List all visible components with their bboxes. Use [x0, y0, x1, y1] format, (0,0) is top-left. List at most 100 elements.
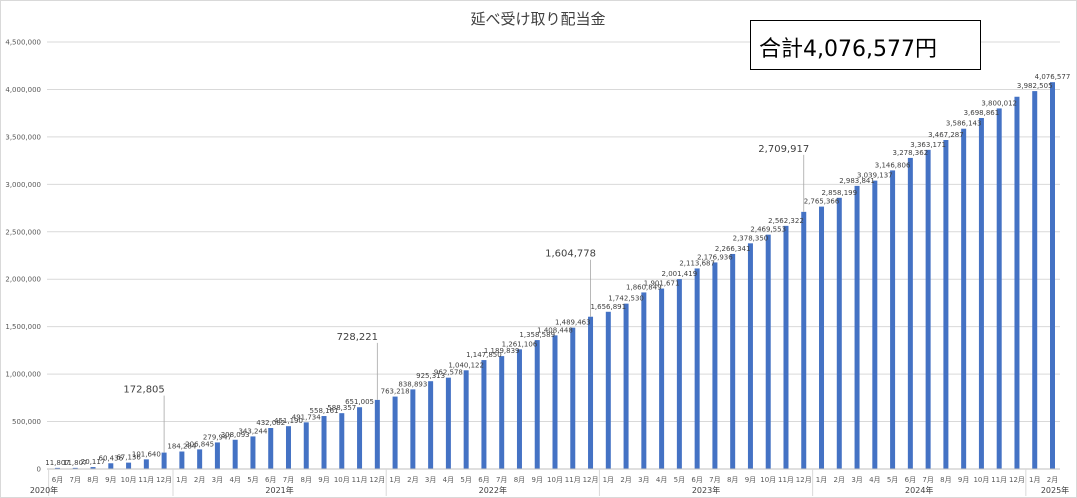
data-label: 925,313	[416, 372, 445, 380]
year-label: 2023年	[692, 485, 720, 495]
month-label: 8月	[514, 476, 525, 484]
bar	[783, 225, 789, 469]
data-label: 2,266,341	[715, 245, 751, 253]
y-tick-label: 2,000,000	[5, 276, 41, 284]
x-axis: 6月 7月 8月 9月 10月 11月 12月 1月 2月 3月 4月 5月 6月 7月 8月 9月 10月 11…	[30, 468, 1069, 496]
data-label: 2,858,199	[821, 189, 857, 197]
month-label: 8月	[301, 476, 312, 484]
month-label: 12月	[369, 476, 385, 484]
bar	[534, 340, 540, 469]
bar	[1032, 91, 1038, 469]
month-label: 7月	[709, 476, 720, 484]
month-label: 7月	[283, 476, 294, 484]
month-label: 6月	[478, 476, 489, 484]
bar	[694, 268, 700, 469]
data-label: 1,742,530	[608, 295, 644, 303]
month-label: 9月	[318, 476, 329, 484]
month-label: 2月	[194, 476, 205, 484]
month-label: 12月	[583, 476, 599, 484]
year-label: 2025年	[1041, 485, 1069, 495]
data-label: 558,161	[310, 407, 339, 415]
data-label: 3,039,137	[857, 172, 893, 180]
bar	[499, 356, 505, 469]
data-label: 728,221	[337, 332, 378, 343]
bar	[641, 292, 647, 469]
data-label: 3,363,171	[910, 141, 946, 149]
data-label: 11,807	[45, 459, 70, 467]
data-label: 763,218	[381, 388, 410, 396]
bar	[819, 206, 825, 470]
y-tick-label: 0	[37, 466, 41, 474]
data-label: 206,845	[185, 440, 214, 448]
month-label: 5月	[460, 476, 471, 484]
data-label: 1,901,671	[644, 280, 680, 288]
month-label: 10月	[973, 476, 989, 484]
month-label: 4月	[869, 476, 880, 484]
data-label: 2,001,419	[662, 270, 698, 278]
month-label: 3月	[425, 476, 436, 484]
bar	[428, 381, 434, 469]
bar	[836, 197, 842, 469]
data-label: 651,005	[345, 398, 374, 406]
bar	[214, 442, 220, 469]
bars	[55, 82, 1055, 470]
month-label: 9月	[958, 476, 969, 484]
bar	[90, 467, 96, 469]
data-label: 2,176,936	[697, 253, 733, 261]
bar	[108, 463, 114, 469]
data-label: 67,136	[116, 454, 141, 462]
month-label: 12月	[156, 476, 172, 484]
month-label: 9月	[105, 476, 116, 484]
month-label: 4月	[656, 476, 667, 484]
data-label: 2,983,841	[839, 177, 875, 185]
month-label: 11月	[138, 476, 154, 484]
bar	[410, 389, 416, 469]
month-label: 2月	[1047, 476, 1058, 484]
month-label: 6月	[905, 476, 916, 484]
bar	[890, 170, 896, 469]
y-tick-label: 3,500,000	[5, 133, 41, 141]
data-label: 451,190	[274, 417, 303, 425]
data-label: 432,082	[256, 419, 285, 427]
data-label: 1,147,850	[466, 351, 502, 359]
bar	[72, 467, 78, 469]
bar	[552, 335, 558, 469]
month-label: 6月	[52, 476, 63, 484]
data-label: 20,117	[81, 458, 106, 466]
total-amount-text: 合計4,076,577円	[759, 37, 937, 62]
bar	[854, 185, 860, 469]
data-label: 1,408,448	[537, 326, 573, 334]
data-label: 1,189,839	[484, 347, 520, 355]
month-label: 10月	[547, 476, 563, 484]
month-label: 11月	[352, 476, 368, 484]
year-label: 2024年	[905, 485, 933, 495]
bar	[623, 303, 629, 469]
data-label: 172,805	[123, 385, 164, 396]
month-label: 5月	[674, 476, 685, 484]
bar	[1014, 96, 1020, 469]
month-label: 4月	[229, 476, 240, 484]
data-label: 308,093	[221, 431, 250, 439]
y-tick-label: 4,000,000	[5, 86, 41, 94]
bar	[516, 349, 522, 469]
bar	[392, 396, 398, 469]
bar	[747, 243, 753, 469]
month-label: 2月	[620, 476, 631, 484]
month-label: 8月	[727, 476, 738, 484]
month-label: 1月	[389, 476, 400, 484]
year-label: 2022年	[479, 485, 507, 495]
bar	[463, 370, 469, 469]
bar	[978, 118, 984, 469]
data-label: 3,467,287	[928, 131, 964, 139]
data-label: 3,586,143	[946, 120, 982, 128]
bar	[996, 108, 1002, 469]
bar	[55, 467, 60, 469]
bar	[765, 234, 771, 469]
data-label: 2,562,322	[768, 217, 804, 225]
data-label: 3,698,861	[964, 109, 1000, 117]
month-label: 1月	[816, 476, 827, 484]
data-label: 2,469,553	[750, 226, 786, 234]
bar	[197, 449, 203, 469]
bar	[357, 407, 363, 469]
